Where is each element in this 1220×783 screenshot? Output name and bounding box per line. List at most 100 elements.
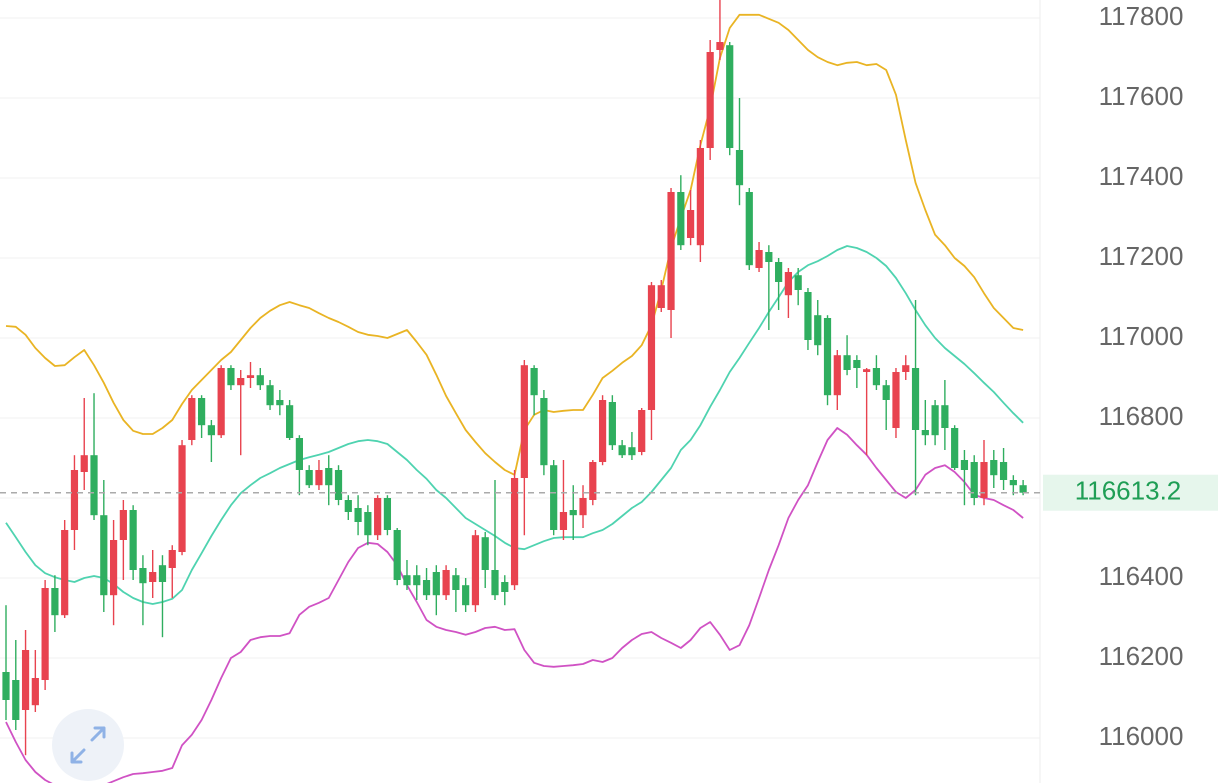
candle-body — [657, 285, 665, 308]
candle-body — [755, 250, 763, 268]
candle-body — [119, 510, 127, 540]
candle-body — [892, 372, 900, 428]
candle-body — [667, 192, 675, 310]
candle-body — [589, 462, 597, 500]
candle-body — [168, 550, 176, 568]
candle-body — [520, 365, 528, 478]
candle-body — [726, 45, 734, 149]
candle-body — [364, 512, 372, 536]
candle-body — [452, 575, 460, 590]
candle-body — [794, 275, 802, 290]
candle-body — [334, 470, 343, 500]
candle-body — [569, 510, 577, 516]
candle-body — [960, 460, 969, 470]
candle-body — [696, 148, 704, 246]
candle-body — [481, 537, 489, 570]
candle-body — [814, 315, 822, 346]
candle-body — [970, 462, 978, 498]
candle-body — [823, 318, 832, 396]
expand-button-bg[interactable] — [52, 709, 124, 781]
candle-body — [129, 510, 137, 570]
y-tick-label: 116800 — [1099, 401, 1184, 431]
candle-body — [31, 678, 39, 706]
candle-body — [608, 402, 616, 446]
candle-body — [941, 405, 949, 428]
candle-body — [315, 470, 323, 486]
candle-body — [325, 468, 333, 486]
candle-body — [530, 368, 538, 396]
candle-body — [628, 447, 636, 456]
candle-body — [109, 540, 118, 596]
y-tick-label: 116200 — [1099, 641, 1184, 671]
y-tick-label: 117800 — [1099, 1, 1184, 31]
candle-body — [882, 385, 890, 400]
candle-body — [246, 375, 255, 378]
y-tick-label: 117600 — [1099, 81, 1184, 111]
candle-body — [266, 385, 274, 406]
candle-body — [559, 512, 568, 530]
expand-icon[interactable] — [70, 726, 106, 764]
candle-body — [706, 52, 714, 148]
candle-body — [442, 570, 450, 596]
candle-body — [227, 368, 235, 386]
candle-body — [716, 42, 724, 50]
candle-body — [21, 650, 30, 710]
candle-body — [344, 500, 352, 512]
candles — [2, 0, 1027, 756]
candle-body — [921, 430, 929, 436]
expand-button[interactable] — [52, 709, 124, 781]
candle-body — [61, 530, 69, 616]
candle-body — [598, 400, 607, 462]
candle-body — [462, 585, 470, 606]
candle-body — [70, 470, 79, 530]
y-tick-label: 117000 — [1099, 321, 1184, 351]
candle-body — [872, 368, 881, 386]
candle-body — [510, 478, 519, 586]
candle-body — [471, 535, 480, 606]
candle-body — [100, 515, 108, 596]
candle-body — [1019, 485, 1027, 493]
candle-body — [980, 462, 988, 498]
candle-body — [911, 368, 920, 430]
candle-body — [158, 565, 167, 582]
candle-body — [951, 428, 959, 468]
candle-body — [765, 252, 773, 262]
candle-body — [237, 378, 245, 386]
candle-body — [422, 580, 431, 596]
candle-body — [286, 405, 294, 438]
candle-body — [403, 575, 411, 586]
candle-body — [354, 508, 362, 522]
candle-body — [80, 455, 88, 472]
candle-body — [188, 398, 196, 440]
candle-body — [12, 680, 20, 720]
candle-body — [413, 575, 421, 586]
candle-body — [149, 572, 157, 582]
candle-body — [383, 498, 392, 530]
band-line — [5, 427, 1024, 783]
candle-body — [784, 272, 792, 296]
y-tick-label: 116000 — [1099, 721, 1184, 751]
candle-body — [804, 292, 812, 340]
candle-body — [139, 568, 147, 584]
y-tick-label: 117400 — [1099, 161, 1184, 191]
last-price-box — [1043, 474, 1218, 511]
candle-body — [276, 400, 284, 406]
candle-body — [198, 398, 206, 426]
y-tick-label: 117200 — [1099, 241, 1184, 271]
last-price-label: 116613.2 — [1075, 476, 1182, 506]
candle-body — [393, 530, 401, 580]
candle-body — [491, 570, 499, 596]
candle-body — [550, 465, 558, 530]
candle-body — [256, 375, 264, 386]
candle-body — [374, 498, 382, 536]
candle-body — [295, 438, 303, 470]
y-tick-label: 116400 — [1099, 561, 1184, 591]
candle-body — [687, 210, 695, 238]
candle-body — [501, 582, 509, 592]
candle-body — [745, 192, 753, 266]
candle-body — [902, 365, 910, 372]
candle-body — [853, 360, 861, 368]
candle-body — [207, 425, 215, 436]
